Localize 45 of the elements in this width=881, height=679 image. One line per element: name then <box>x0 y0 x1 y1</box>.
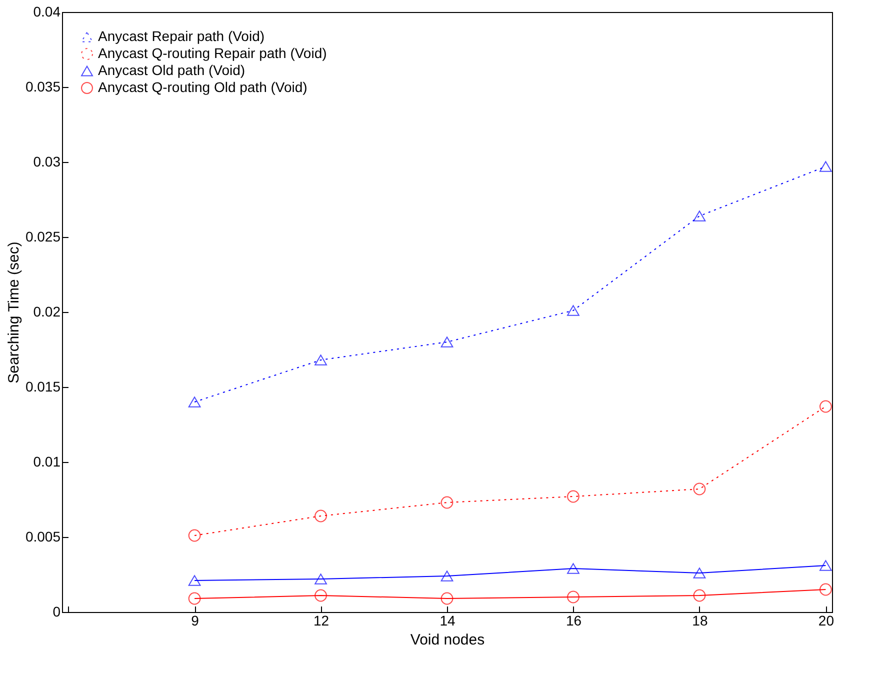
y-tick-label: 0.04 <box>33 4 61 20</box>
x-tick-label: 20 <box>818 612 834 628</box>
point <box>567 590 580 604</box>
point <box>693 568 706 578</box>
point <box>188 529 201 542</box>
point <box>819 400 832 413</box>
x-axis-title: Void nodes <box>410 632 485 648</box>
point <box>819 560 832 571</box>
point <box>567 563 580 574</box>
legend-label: Anycast Repair path (Void) <box>98 28 265 44</box>
point <box>440 496 454 509</box>
legend-label: Anycast Old path (Void) <box>98 62 246 78</box>
point <box>188 396 201 408</box>
x-tick-label: 16 <box>566 612 582 628</box>
point <box>819 161 832 172</box>
y-tick-label: 0.015 <box>25 378 61 394</box>
legend-label: Anycast Q-routing Old path (Void) <box>98 79 308 95</box>
point <box>314 589 327 602</box>
point <box>693 210 706 222</box>
point <box>314 574 327 584</box>
x-tick-label: 14 <box>440 612 456 628</box>
x-tick-label: 12 <box>313 612 330 628</box>
point <box>314 510 327 522</box>
y-tick-label: 0.025 <box>25 228 61 244</box>
x-tick-label: 18 <box>692 612 708 628</box>
point <box>567 305 580 316</box>
y-tick-label: 0.03 <box>33 154 61 170</box>
y-tick-label: 0.01 <box>33 454 61 470</box>
y-axis-title: Searching Time (sec) <box>5 242 22 384</box>
point <box>440 336 454 348</box>
y-tick-label: 0.02 <box>33 304 61 320</box>
point <box>819 583 832 596</box>
point <box>567 490 580 503</box>
point <box>188 592 201 605</box>
point <box>188 575 201 586</box>
y-tick-label: 0.035 <box>25 78 61 94</box>
point <box>440 592 454 605</box>
point <box>693 482 706 496</box>
x-tick-label: 9 <box>191 612 200 628</box>
point <box>693 589 706 602</box>
y-tick-label: 0 <box>52 604 61 620</box>
point <box>440 570 454 582</box>
legend-label: Anycast Q-routing Repair path (Void) <box>98 45 327 61</box>
point <box>314 354 327 366</box>
y-tick-label: 0.005 <box>25 528 61 544</box>
